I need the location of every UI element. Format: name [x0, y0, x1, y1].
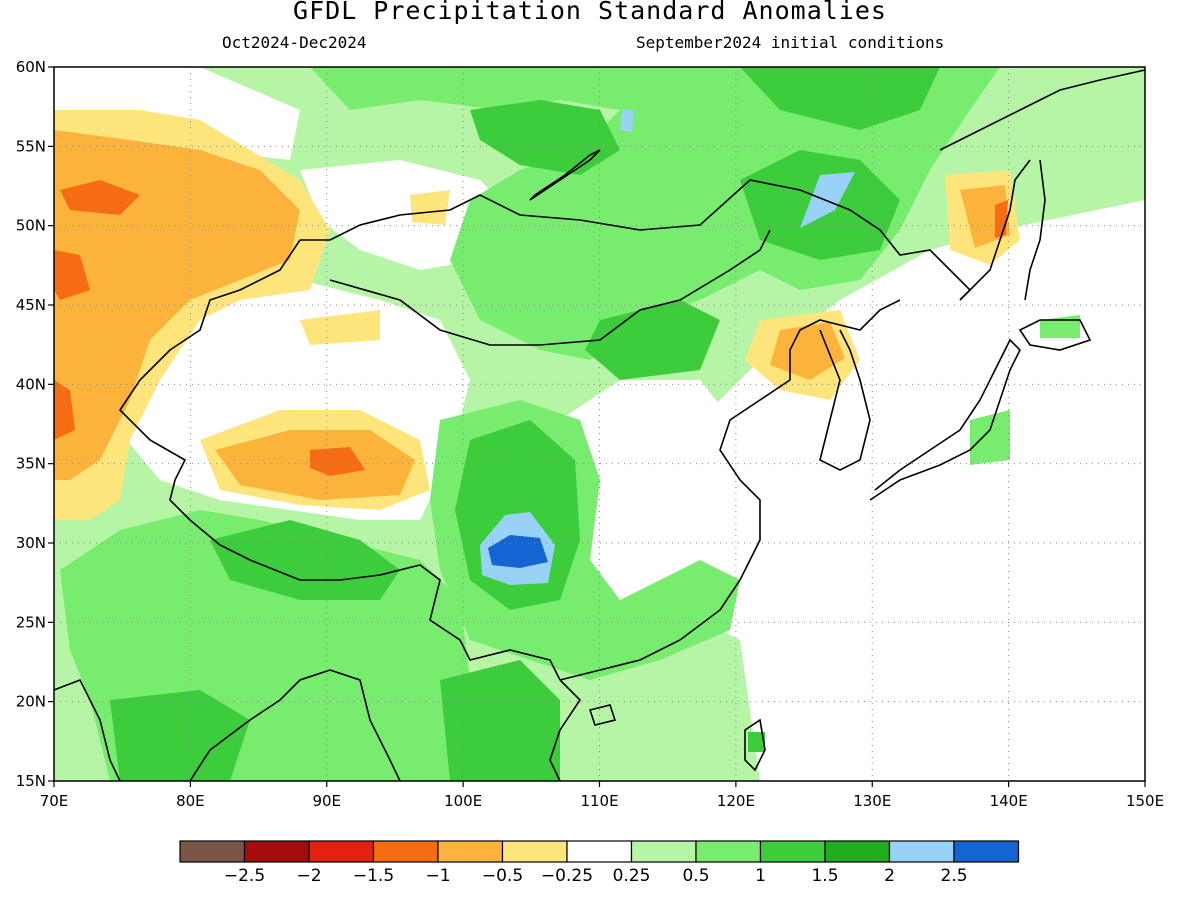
colorbar-swatch — [888, 840, 955, 863]
russian-coast — [939, 69, 1145, 301]
korean-peninsula — [819, 329, 871, 471]
initial-conditions: September2024 initial conditions — [636, 33, 945, 52]
colorbar-swatch — [437, 840, 504, 863]
lat-tick-label: 50N — [16, 217, 46, 235]
colorbar-swatch — [179, 840, 246, 863]
lon-tick-label: 90E — [312, 792, 341, 810]
lon-tick-label: 140E — [990, 792, 1028, 810]
colorbar-label: 2 — [884, 866, 895, 886]
mongolia-southern-border — [329, 229, 771, 346]
field-darkorange-south-west — [54, 380, 75, 440]
field-darkgreen-indochina — [440, 660, 560, 781]
hainan — [588, 704, 617, 726]
field-green-honshu — [970, 410, 1010, 465]
colorbar-swatch — [824, 840, 891, 863]
field-blue-sichuan — [488, 535, 548, 568]
colorbar-swatch — [308, 840, 375, 863]
lon-tick-label: 120E — [717, 792, 755, 810]
lat-tick-label: 30N — [16, 534, 46, 552]
lon-tick-label: 70E — [40, 792, 69, 810]
field-darkgreen-inner-mongolia — [585, 300, 720, 380]
field-yellow-patch-ne — [410, 190, 450, 225]
colorbar-swatch — [501, 840, 568, 863]
colorbar-label: −1 — [425, 866, 450, 886]
lat-tick-label: 55N — [16, 137, 46, 155]
field-white-north — [54, 67, 300, 160]
colorbar-label: 2.5 — [940, 866, 967, 886]
lon-tick-label: 100E — [444, 792, 482, 810]
lat-tick-label: 15N — [16, 772, 46, 790]
field-orange-central-asia — [54, 130, 300, 480]
china-northern-border — [300, 179, 972, 301]
lon-tick-label: 150E — [1126, 792, 1164, 810]
field-white-china-plain — [560, 380, 740, 520]
lat-tick-label: 20N — [16, 693, 46, 711]
east-china-coast — [559, 299, 901, 681]
field-darkorange-sakhalin — [995, 200, 1008, 238]
colorbar-swatch — [695, 840, 762, 863]
colorbar-label: −2.5 — [224, 866, 265, 886]
field-green-taiwan — [748, 732, 765, 752]
colorbar-label: −1.5 — [353, 866, 394, 886]
japan-honshu — [869, 338, 1021, 501]
coastlines-borders — [54, 69, 1145, 781]
field-white-east-china-sea — [560, 200, 1145, 781]
colorbar-label: 0.5 — [682, 866, 709, 886]
lat-tick-label: 60N — [16, 58, 46, 76]
lat-tick-label: 35N — [16, 455, 46, 473]
lon-tick-label: 130E — [853, 792, 891, 810]
field-lightblue-amur — [800, 172, 855, 228]
china-western-border — [118, 239, 561, 681]
field-darkorange-tibet — [310, 447, 365, 476]
lat-tick-label: 40N — [16, 375, 46, 393]
lon-tick-label: 80E — [176, 792, 205, 810]
colorbar: −2.5 −2 −1.5 −1 −0.5 −0.25 0.25 0.5 1 1.5 2 2.5 — [179, 840, 1020, 886]
sakhalin — [1024, 159, 1046, 301]
field-darkgreen-siberia — [470, 100, 620, 175]
india-coast — [54, 669, 331, 781]
colorbar-swatch — [953, 840, 1020, 863]
lat-tick-label: 25N — [16, 613, 46, 631]
field-darkgreen-himalaya — [210, 520, 400, 600]
colorbar-swatch — [372, 840, 439, 863]
taiwan — [744, 718, 766, 772]
field-darkgreen-north — [740, 67, 940, 130]
colorbar-swatch — [630, 840, 697, 863]
colorbar-swatch — [759, 840, 826, 863]
indochina-coast — [329, 669, 582, 781]
field-yellow-patch-n — [300, 310, 380, 345]
colorbar-label: 0.25 — [613, 866, 651, 886]
map-title: GFDL Precipitation Standard Anomalies — [293, 0, 887, 25]
colorbar-label: 1.5 — [811, 866, 838, 886]
field-green-siberia — [310, 67, 1000, 360]
colorbar-label: −0.25 — [541, 866, 593, 886]
colorbar-swatch — [243, 840, 310, 863]
gridlines — [54, 67, 1145, 781]
latitude-labels: 15N 20N 25N 30N 35N 40N 45N 50N 55N 60N — [16, 58, 54, 790]
colorbar-label: 1 — [755, 866, 766, 886]
field-darkgreen-india — [110, 690, 250, 781]
japan-hokkaido — [1018, 319, 1092, 351]
lat-tick-label: 45N — [16, 296, 46, 314]
lake-baikal — [529, 149, 601, 201]
field-orange-korea — [770, 322, 845, 380]
forecast-period: Oct2024-Dec2024 — [222, 33, 367, 52]
colorbar-label: −2 — [296, 866, 321, 886]
colorbar-label: −0.5 — [482, 866, 523, 886]
field-darkorange-kazakh — [60, 180, 140, 215]
longitude-labels: 70E 80E 90E 100E 110E 120E 130E 140E 150E — [40, 781, 1164, 810]
lon-tick-label: 110E — [580, 792, 618, 810]
field-darkorange-west — [54, 250, 90, 300]
field-lightblue-baikal — [620, 110, 634, 132]
colorbar-swatch — [566, 840, 633, 863]
